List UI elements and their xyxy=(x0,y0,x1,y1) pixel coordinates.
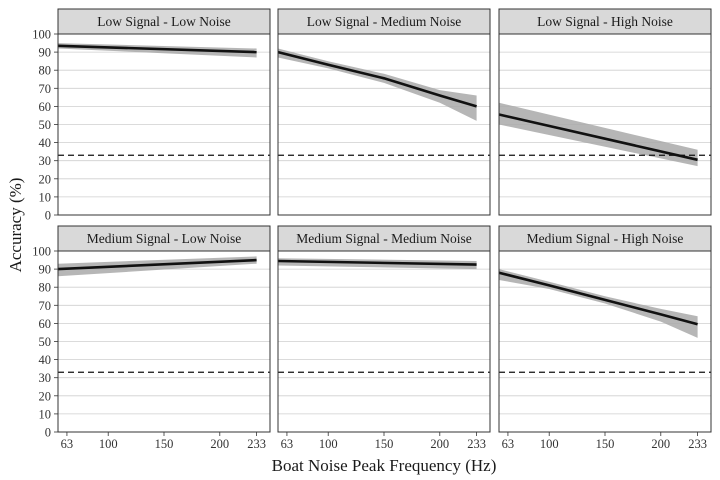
y-axis-title: Accuracy (%) xyxy=(6,178,25,273)
facet-panel: Low Signal - High Noise xyxy=(498,8,712,216)
facet-title: Low Signal - Medium Noise xyxy=(307,14,462,29)
y-tick-label: 70 xyxy=(39,299,52,313)
x-tick-label: 100 xyxy=(319,437,338,451)
facet-strip xyxy=(277,225,491,252)
x-axis-title: Boat Noise Peak Frequency (Hz) xyxy=(272,456,497,475)
panel-frame xyxy=(498,33,712,216)
y-tick-label: 90 xyxy=(39,46,52,60)
y-tick-label: 60 xyxy=(39,100,52,114)
facet-panel: Medium Signal - Medium Noise 63 100 150 200 2… xyxy=(277,225,491,451)
facet-panel: Low Signal - Medium Noise xyxy=(277,8,491,216)
y-tick-label: 0 xyxy=(45,426,51,440)
y-tick-label: 30 xyxy=(39,371,52,385)
x-tick-label: 200 xyxy=(430,437,449,451)
fitted-line xyxy=(57,44,257,54)
confidence-ribbon xyxy=(499,102,698,167)
y-tick-label: 50 xyxy=(39,118,52,132)
y-tick-label: 100 xyxy=(32,28,51,42)
x-tick-label: 233 xyxy=(688,437,707,451)
facet-title: Medium Signal - High Noise xyxy=(527,231,684,246)
y-tick-label: 10 xyxy=(39,190,52,204)
y-tick-label: 60 xyxy=(39,317,52,331)
y-tick-label: 80 xyxy=(39,64,52,78)
y-tick-label: 40 xyxy=(39,136,52,150)
x-tick-label: 200 xyxy=(651,437,670,451)
facet-title: Medium Signal - Medium Noise xyxy=(296,231,472,246)
facet-title: Low Signal - Low Noise xyxy=(97,14,230,29)
confidence-ribbon xyxy=(58,256,257,277)
y-tick-label: 80 xyxy=(39,281,52,295)
fitted-line xyxy=(277,50,477,108)
fitted-line xyxy=(498,113,698,162)
panel-frame xyxy=(277,33,491,216)
confidence-ribbon xyxy=(278,48,477,121)
y-tick-label: 0 xyxy=(45,209,51,223)
facet-strip xyxy=(57,225,271,252)
x-tick-label: 100 xyxy=(540,437,559,451)
facet-title: Low Signal - High Noise xyxy=(537,14,673,29)
facet-panel: Medium Signal - Low Noise 0 10 20 30 40 50 60 70… xyxy=(32,225,271,451)
fitted-line xyxy=(498,271,698,326)
x-tick-label: 63 xyxy=(281,437,294,451)
x-tick-label: 200 xyxy=(210,437,229,451)
x-tick-label: 150 xyxy=(155,437,174,451)
facet-panels: Low Signal - Low Noise 0 10 20 30 40 50 60 70 80 9… xyxy=(32,8,712,451)
x-tick-label: 63 xyxy=(61,437,74,451)
fitted-line xyxy=(57,258,257,271)
y-tick-label: 50 xyxy=(39,335,52,349)
y-tick-label: 90 xyxy=(39,263,52,277)
y-tick-label: 20 xyxy=(39,172,52,186)
facet-strip xyxy=(498,225,712,252)
facet-panel: Medium Signal - High Noise 63 100 150 200 233 xyxy=(498,225,712,451)
y-tick-label: 30 xyxy=(39,154,52,168)
facet-strip xyxy=(498,8,712,35)
x-tick-label: 150 xyxy=(375,437,394,451)
x-tick-label: 150 xyxy=(596,437,615,451)
facet-panel: Low Signal - Low Noise 0 10 20 30 40 50 60 70 80 9… xyxy=(32,8,271,223)
y-tick-label: 100 xyxy=(32,245,51,259)
facet-title: Medium Signal - Low Noise xyxy=(87,231,242,246)
y-tick-label: 10 xyxy=(39,407,52,421)
x-tick-label: 100 xyxy=(99,437,118,451)
facet-strip xyxy=(277,8,491,35)
x-tick-label: 63 xyxy=(502,437,515,451)
x-tick-label: 233 xyxy=(247,437,266,451)
facet-strip xyxy=(57,8,271,35)
y-tick-label: 40 xyxy=(39,353,52,367)
y-tick-label: 70 xyxy=(39,82,52,96)
x-tick-label: 233 xyxy=(467,437,486,451)
y-tick-label: 20 xyxy=(39,389,52,403)
fitted-line xyxy=(277,259,477,266)
